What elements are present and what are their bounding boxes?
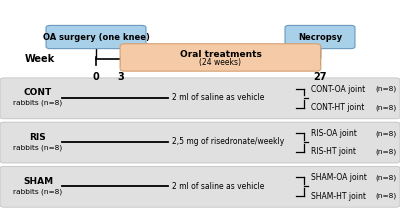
- Text: 27: 27: [313, 72, 327, 82]
- Text: (n=8): (n=8): [375, 130, 397, 137]
- Text: 0: 0: [93, 72, 99, 82]
- FancyBboxPatch shape: [285, 25, 355, 49]
- Text: Oral treatments: Oral treatments: [180, 50, 261, 59]
- Text: SHAM-OA joint: SHAM-OA joint: [311, 173, 367, 182]
- Text: 2 ml of saline as vehicle: 2 ml of saline as vehicle: [172, 182, 264, 191]
- FancyBboxPatch shape: [0, 166, 400, 207]
- Text: CONT-HT joint: CONT-HT joint: [311, 103, 364, 112]
- Text: Necropsy: Necropsy: [298, 32, 342, 42]
- Text: rabbits (n=8): rabbits (n=8): [13, 188, 63, 195]
- FancyBboxPatch shape: [0, 78, 400, 119]
- Text: 2,5 mg of risedronate/weekly: 2,5 mg of risedronate/weekly: [172, 137, 284, 146]
- Text: (n=8): (n=8): [375, 174, 397, 181]
- Text: CONT: CONT: [24, 88, 52, 97]
- Text: SHAM-HT joint: SHAM-HT joint: [311, 192, 366, 200]
- Text: RIS: RIS: [30, 133, 46, 141]
- Text: (n=8): (n=8): [375, 86, 397, 92]
- FancyBboxPatch shape: [46, 25, 146, 49]
- Text: rabbits (n=8): rabbits (n=8): [13, 100, 63, 107]
- Text: (24 weeks): (24 weeks): [200, 59, 242, 67]
- Text: RIS-HT joint: RIS-HT joint: [311, 147, 356, 156]
- Text: RIS-OA joint: RIS-OA joint: [311, 129, 357, 138]
- Text: (n=8): (n=8): [375, 149, 397, 155]
- FancyBboxPatch shape: [120, 44, 321, 71]
- Text: SHAM: SHAM: [23, 177, 53, 186]
- Text: Week: Week: [25, 53, 55, 64]
- FancyBboxPatch shape: [0, 122, 400, 163]
- Text: OA surgery (one knee): OA surgery (one knee): [42, 32, 150, 42]
- Text: rabbits (n=8): rabbits (n=8): [13, 144, 63, 151]
- Text: CONT-OA joint: CONT-OA joint: [311, 85, 366, 93]
- Text: (n=8): (n=8): [375, 193, 397, 199]
- Text: (n=8): (n=8): [375, 104, 397, 111]
- Text: 2 ml of saline as vehicle: 2 ml of saline as vehicle: [172, 93, 264, 102]
- Text: 3: 3: [118, 72, 124, 82]
